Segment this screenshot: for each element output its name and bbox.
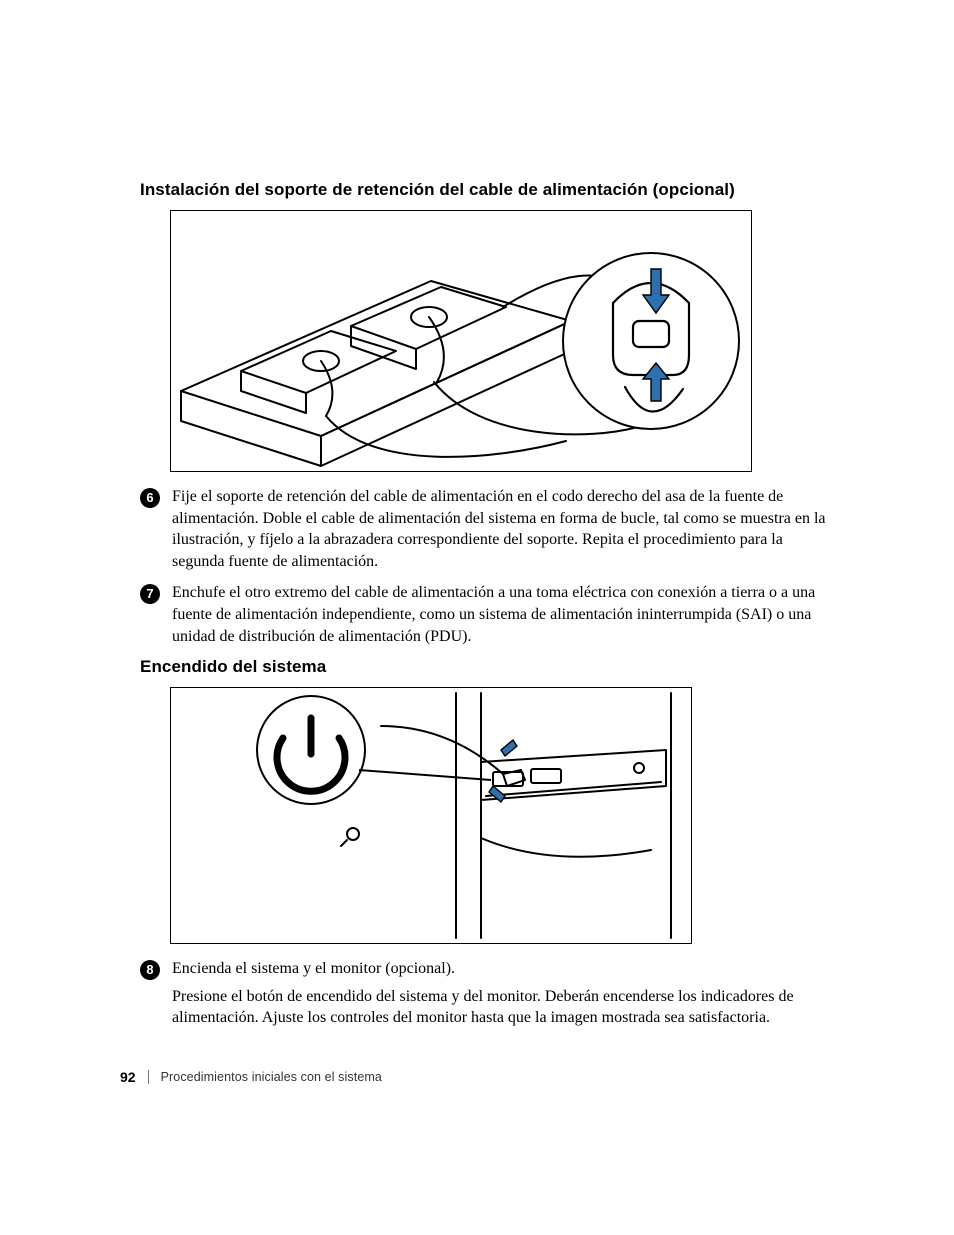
- footer-divider: [148, 1070, 149, 1084]
- step-paragraph: Enchufe el otro extremo del cable de ali…: [172, 582, 834, 647]
- section2-heading: Encendido del sistema: [140, 657, 834, 677]
- step-6: 6 Fije el soporte de retención del cable…: [140, 486, 834, 572]
- figure1-svg: [171, 211, 751, 471]
- figure-power-cable-retention: [170, 210, 752, 472]
- page-footer: 92 Procedimientos iniciales con el siste…: [120, 1069, 382, 1085]
- step-7: 7 Enchufe el otro extremo del cable de a…: [140, 582, 834, 647]
- page: Instalación del soporte de retención del…: [0, 0, 954, 1235]
- step-bullet: 8: [140, 960, 160, 980]
- step-paragraph: Encienda el sistema y el monitor (opcion…: [172, 958, 834, 980]
- figure-power-on: [170, 687, 692, 944]
- step-paragraph: Presione el botón de encendido del siste…: [172, 986, 834, 1029]
- step-body: Encienda el sistema y el monitor (opcion…: [172, 958, 834, 1029]
- page-number: 92: [120, 1069, 136, 1085]
- step-8: 8 Encienda el sistema y el monitor (opci…: [140, 958, 834, 1029]
- footer-title: Procedimientos iniciales con el sistema: [161, 1070, 382, 1084]
- figure2-svg: [171, 688, 691, 943]
- step-body: Enchufe el otro extremo del cable de ali…: [172, 582, 834, 647]
- section1-heading: Instalación del soporte de retención del…: [140, 180, 834, 200]
- step-bullet: 6: [140, 488, 160, 508]
- step-bullet: 7: [140, 584, 160, 604]
- step-paragraph: Fije el soporte de retención del cable d…: [172, 486, 834, 572]
- step-body: Fije el soporte de retención del cable d…: [172, 486, 834, 572]
